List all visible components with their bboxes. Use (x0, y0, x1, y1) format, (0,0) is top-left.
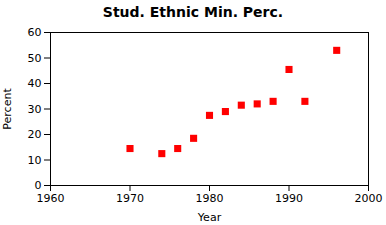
svg-text:Percent: Percent (1, 88, 14, 130)
svg-text:20: 20 (28, 128, 42, 141)
svg-text:1990: 1990 (275, 192, 303, 205)
svg-text:10: 10 (28, 154, 42, 167)
svg-text:60: 60 (28, 26, 42, 39)
svg-text:1970: 1970 (116, 192, 144, 205)
svg-text:1960: 1960 (37, 192, 65, 205)
svg-text:50: 50 (28, 52, 42, 65)
svg-text:1980: 1980 (196, 192, 224, 205)
svg-text:30: 30 (28, 103, 42, 116)
html-text:Stud. Ethnic Min. Perc.: Stud. Ethnic Min. Perc. (102, 4, 284, 20)
svg-text:40: 40 (28, 77, 42, 90)
svg-text:2000: 2000 (355, 192, 383, 205)
svg-text:0: 0 (35, 179, 42, 192)
svg-text:Year: Year (197, 211, 222, 224)
